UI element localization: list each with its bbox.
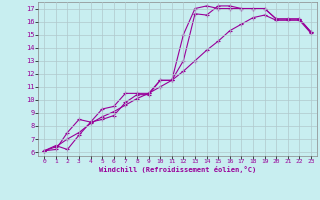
- X-axis label: Windchill (Refroidissement éolien,°C): Windchill (Refroidissement éolien,°C): [99, 166, 256, 173]
